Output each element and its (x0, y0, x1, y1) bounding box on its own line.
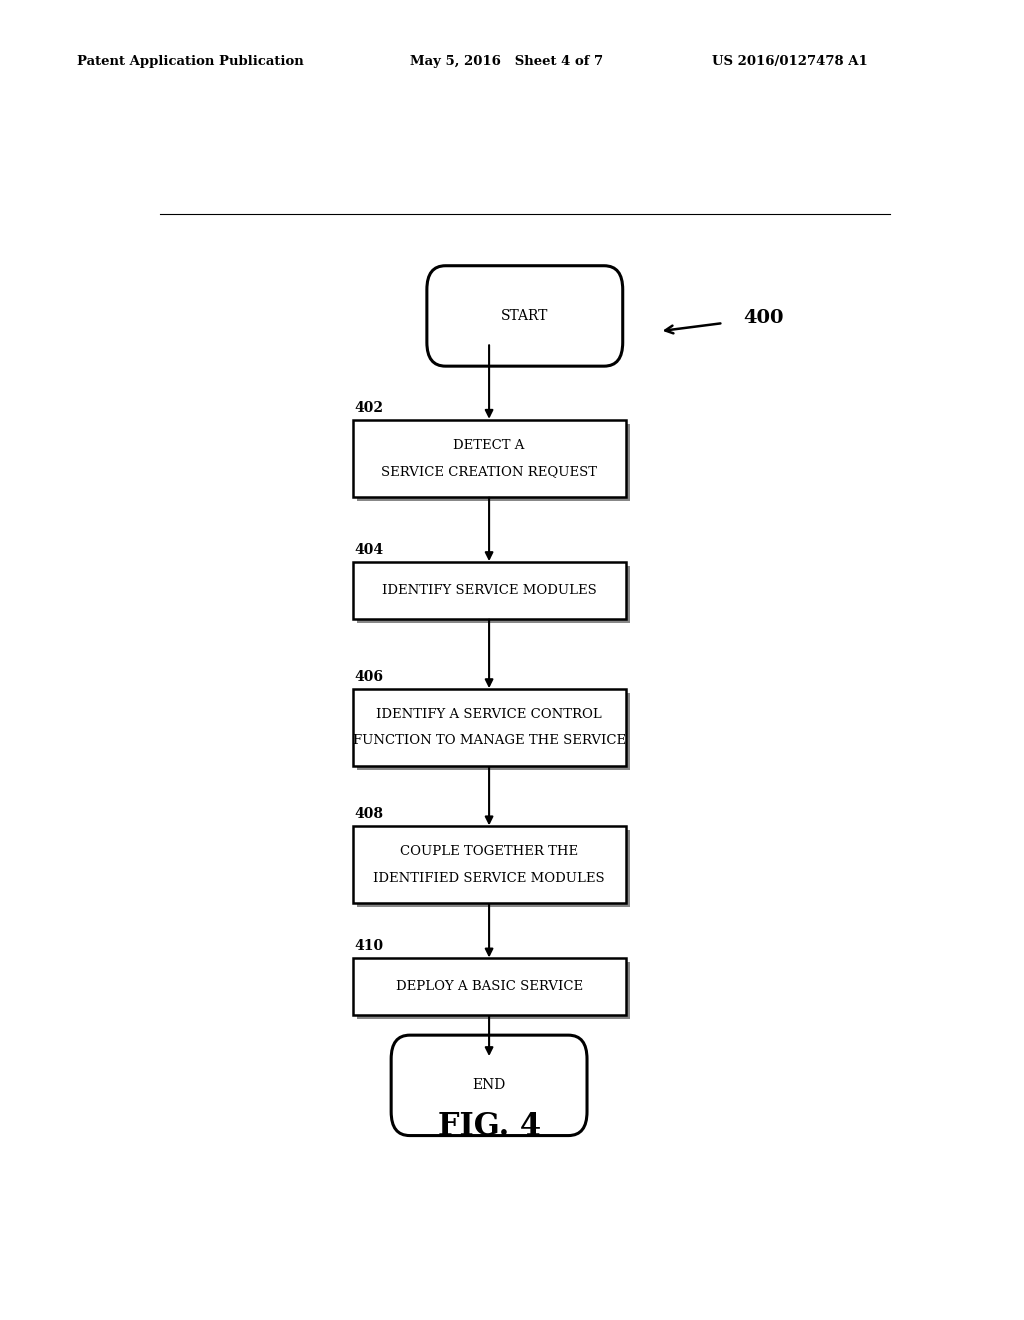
Text: FIG. 4: FIG. 4 (437, 1111, 541, 1142)
FancyBboxPatch shape (427, 265, 623, 366)
FancyBboxPatch shape (391, 1035, 587, 1135)
Text: 406: 406 (354, 669, 383, 684)
FancyBboxPatch shape (356, 424, 630, 500)
Text: DETECT A: DETECT A (454, 438, 524, 451)
FancyBboxPatch shape (356, 566, 630, 623)
Text: END: END (472, 1078, 506, 1093)
Text: START: START (501, 309, 549, 323)
FancyBboxPatch shape (352, 689, 626, 766)
Text: US 2016/0127478 A1: US 2016/0127478 A1 (712, 55, 867, 69)
Text: 410: 410 (354, 940, 383, 953)
FancyBboxPatch shape (356, 693, 630, 771)
FancyBboxPatch shape (352, 826, 626, 903)
FancyBboxPatch shape (352, 562, 626, 619)
Text: 402: 402 (354, 400, 383, 414)
FancyBboxPatch shape (352, 420, 626, 496)
FancyBboxPatch shape (352, 958, 626, 1015)
FancyBboxPatch shape (356, 962, 630, 1019)
Text: COUPLE TOGETHER THE: COUPLE TOGETHER THE (400, 845, 579, 858)
Text: IDENTIFY A SERVICE CONTROL: IDENTIFY A SERVICE CONTROL (376, 708, 602, 721)
Text: May 5, 2016   Sheet 4 of 7: May 5, 2016 Sheet 4 of 7 (410, 55, 603, 69)
Text: 404: 404 (354, 543, 383, 557)
Text: FUNCTION TO MANAGE THE SERVICE: FUNCTION TO MANAGE THE SERVICE (352, 734, 626, 747)
Text: IDENTIFIED SERVICE MODULES: IDENTIFIED SERVICE MODULES (374, 871, 605, 884)
Text: Patent Application Publication: Patent Application Publication (77, 55, 303, 69)
Text: IDENTIFY SERVICE MODULES: IDENTIFY SERVICE MODULES (382, 583, 596, 597)
Text: 400: 400 (743, 309, 783, 327)
Text: 408: 408 (354, 807, 383, 821)
Text: DEPLOY A BASIC SERVICE: DEPLOY A BASIC SERVICE (395, 981, 583, 993)
Text: SERVICE CREATION REQUEST: SERVICE CREATION REQUEST (381, 465, 597, 478)
FancyBboxPatch shape (356, 830, 630, 907)
